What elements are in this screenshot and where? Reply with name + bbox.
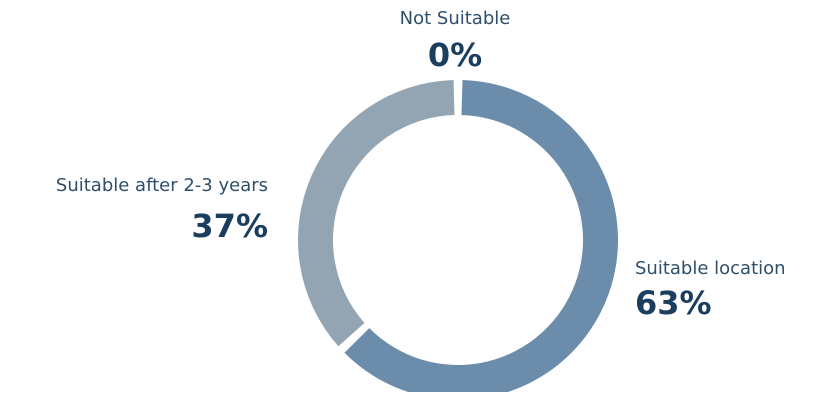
value-label: 63% xyxy=(635,284,712,322)
donut-slice-suitable-location xyxy=(344,80,618,396)
value-label: 0% xyxy=(427,36,483,74)
category-label: Suitable location xyxy=(635,258,786,279)
value-label: 37% xyxy=(191,207,268,245)
category-label: Suitable after 2-3 years xyxy=(55,175,268,196)
category-label: Not Suitable xyxy=(399,8,511,29)
donut-slice-suitable-after-2-3-years xyxy=(298,80,455,347)
slice-label-suitable-location: Suitable location 63% xyxy=(635,258,786,322)
slice-label-not-suitable: Not Suitable 0% xyxy=(385,8,525,74)
slice-label-suitable-after: Suitable after 2-3 years 37% xyxy=(8,175,268,245)
